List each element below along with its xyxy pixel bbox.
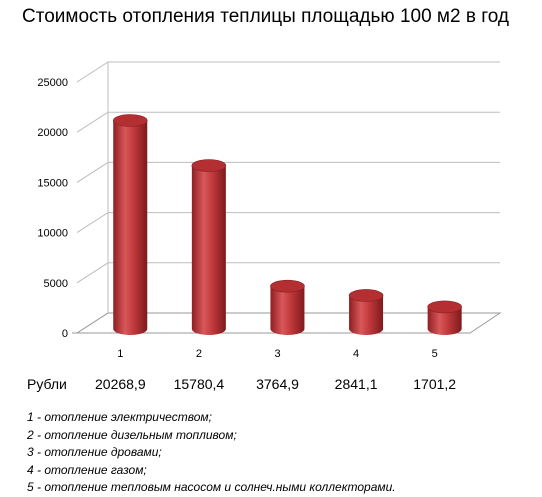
bar-cylinder [348,289,384,335]
bar-cylinder [270,279,305,335]
x-tick-label: 1 [117,348,123,360]
bar-cylinder [427,300,462,335]
value-cell: 1701,2 [413,376,457,392]
bar-top [348,289,384,302]
floor-outline [75,312,502,334]
value-cell: 20268,9 [94,376,146,392]
note-item: 1 - отопление электричеством; [27,410,212,424]
bar-body [349,295,384,335]
bar-top [427,300,462,314]
y-tick-label: 25000 [37,77,68,89]
row-label-currency: Рубли [27,376,67,392]
value-cell: 3764,9 [256,376,299,392]
value-cell: 2841,1 [334,376,378,392]
x-tick-label: 3 [274,348,280,360]
bar-cylinder [112,114,148,335]
y-tick-label: 20000 [37,127,68,139]
x-tick-label: 4 [353,348,359,360]
bar-body [427,306,462,335]
bar-top [112,114,148,127]
x-tick-label: 2 [196,348,202,360]
bar-body [113,120,148,335]
y-tick-label: 0 [62,328,68,340]
bar-cylinder [191,159,227,335]
gridline [76,61,500,83]
y-tick-label: 15000 [37,177,68,189]
bar-body [270,286,305,335]
legend-notes: 1 - отопление электричеством; 2 - отопле… [27,409,396,497]
bar-body [191,165,226,335]
note-item: 5 - отопление тепловым насосом и солнеч.… [27,480,396,494]
bar-top [270,279,305,293]
y-tick-label: 5000 [44,278,68,290]
y-tick-label: 10000 [37,228,68,240]
note-item: 3 - отопление дровами; [27,445,162,459]
chart-title: Стоимость отопления теплицы площадью 100… [22,6,509,27]
x-tick-label: 5 [432,348,438,360]
bar-top [191,159,227,172]
value-cell: 15780,4 [173,376,225,392]
note-item: 4 - отопление газом; [27,462,147,477]
note-item: 2 - отопление дизельным топливом; [27,427,237,442]
